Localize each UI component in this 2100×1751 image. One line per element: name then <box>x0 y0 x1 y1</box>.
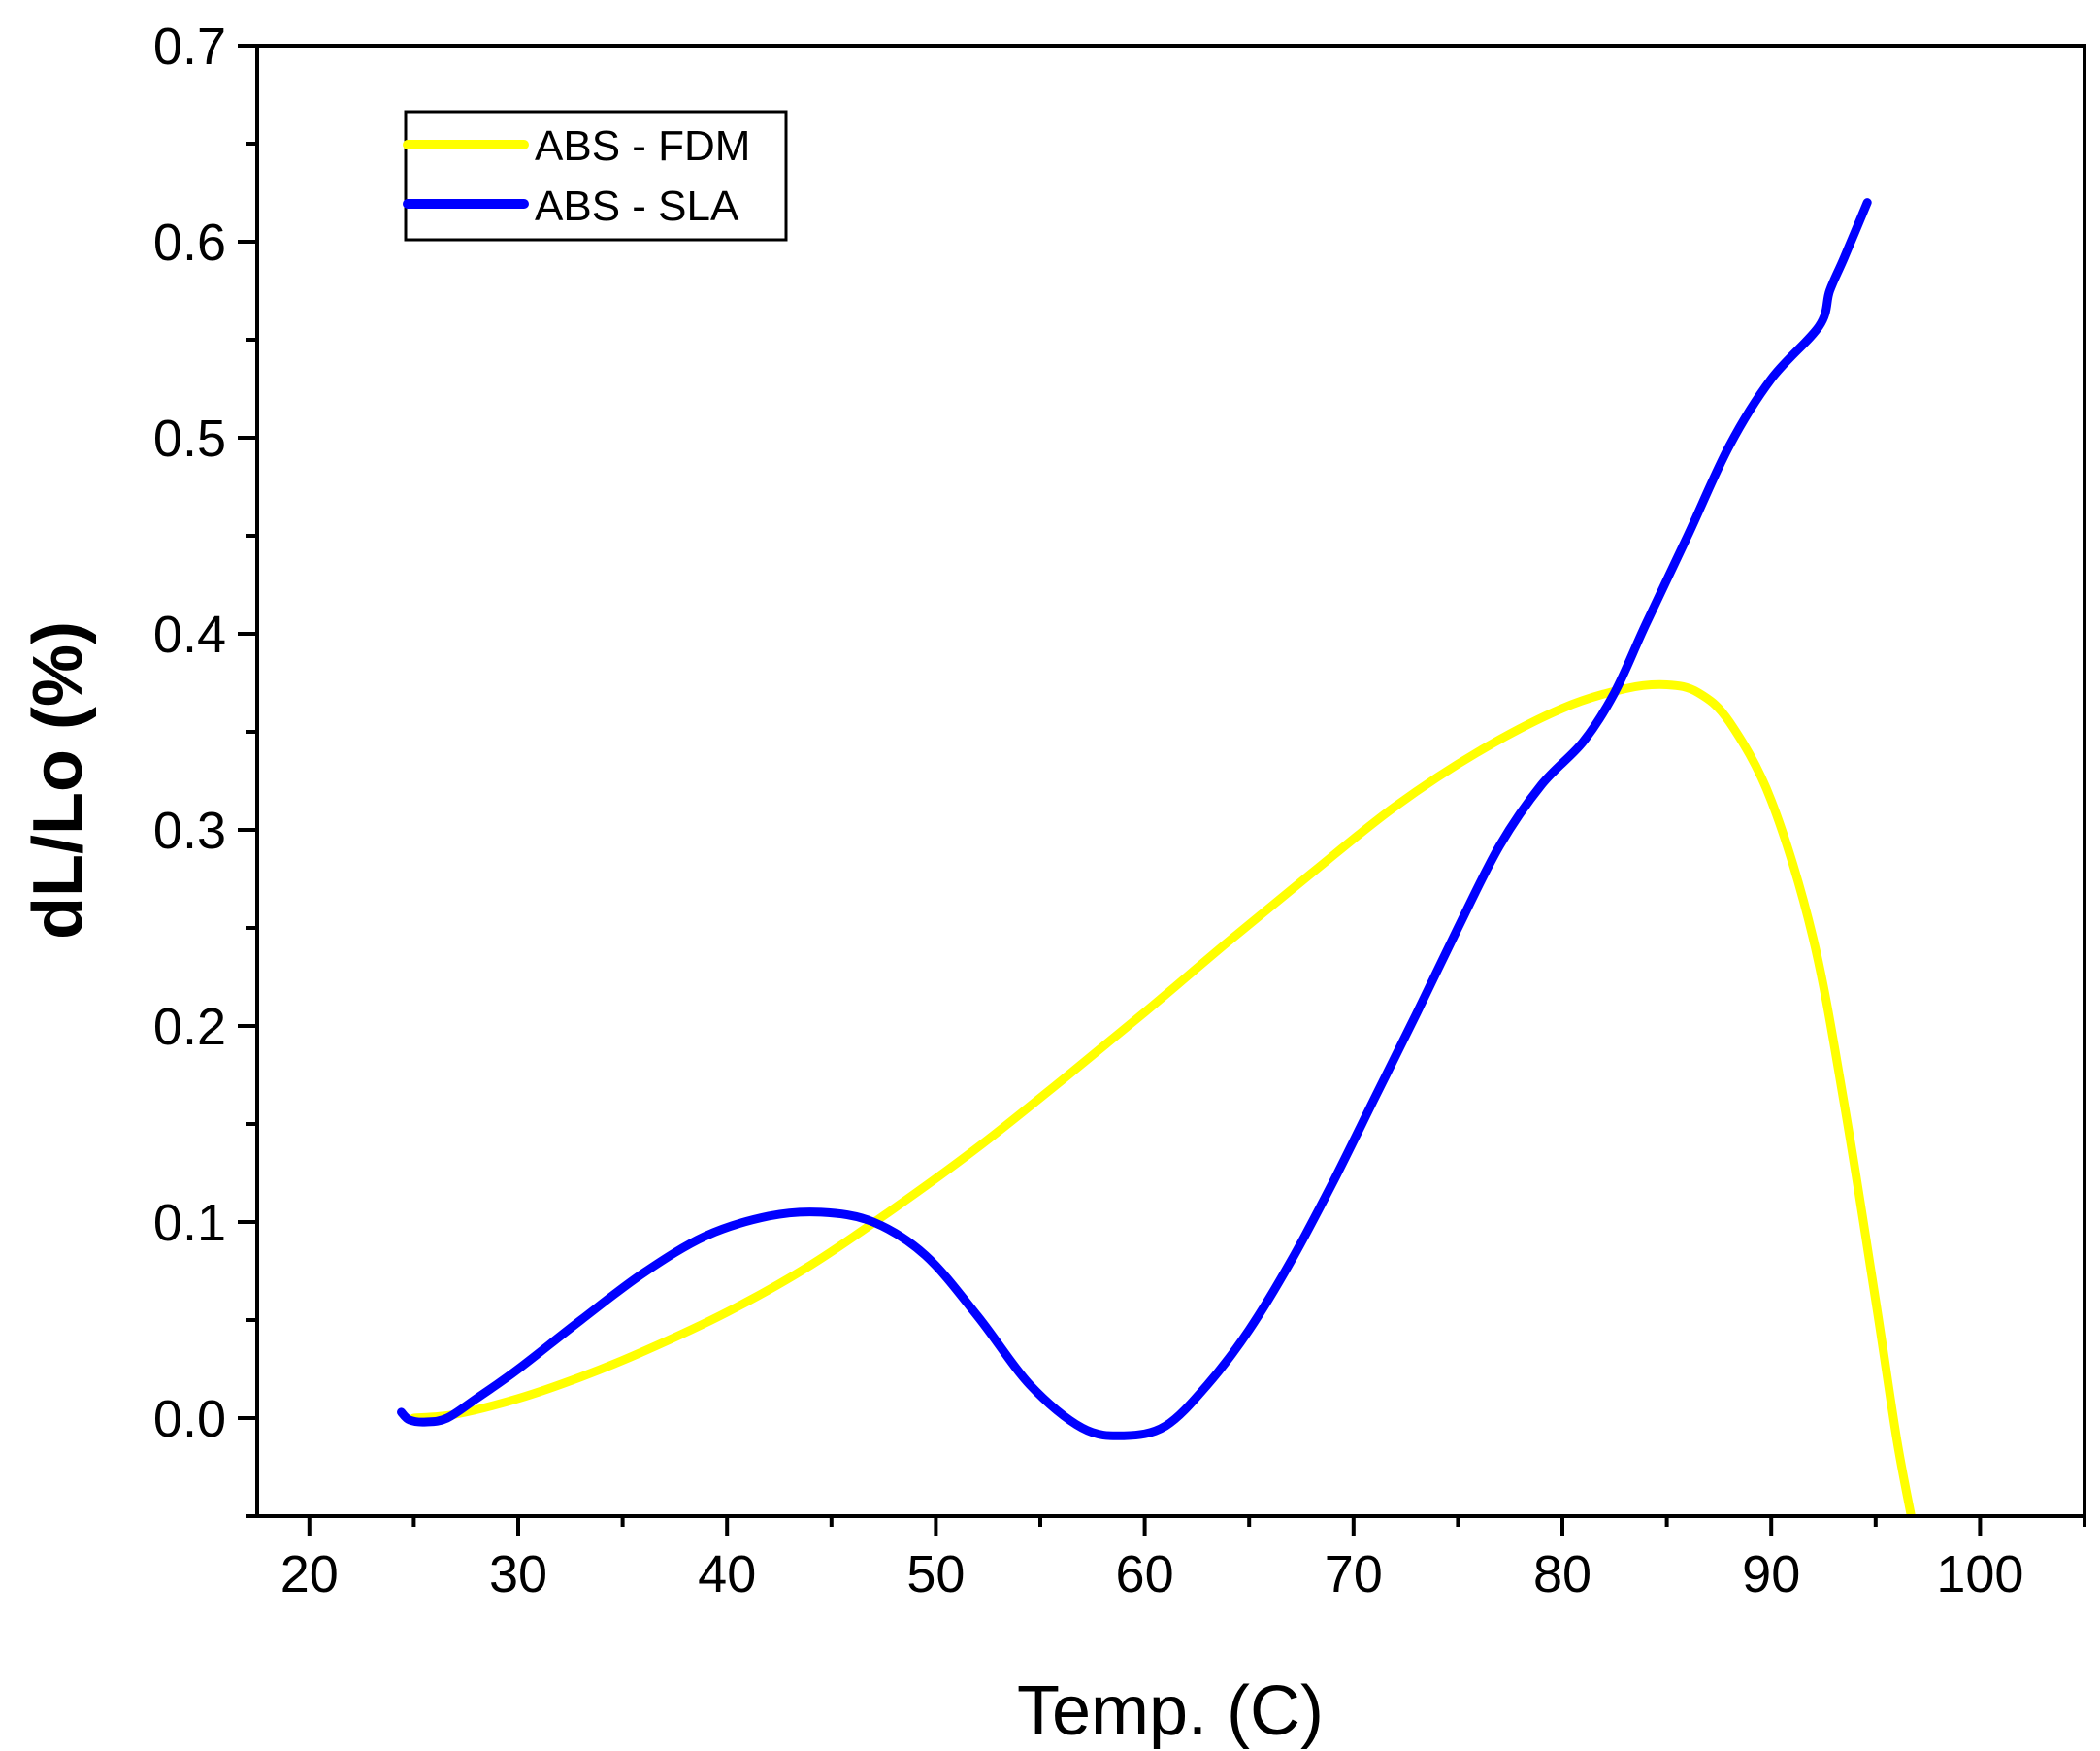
y-tick-label: 0.1 <box>153 1194 226 1252</box>
x-tick-label: 30 <box>489 1545 547 1603</box>
x-tick-label: 40 <box>698 1545 756 1603</box>
series-line-abs-sla <box>397 198 1872 1440</box>
x-tick-label: 20 <box>280 1545 339 1603</box>
y-tick-label: 0.5 <box>153 410 226 468</box>
legend-label-abs-sla: ABS - SLA <box>535 182 739 230</box>
x-tick-label: 50 <box>906 1545 965 1603</box>
y-tick-label: 0.4 <box>153 606 226 664</box>
x-axis-title: Temp. (C) <box>1017 1672 1324 1750</box>
x-tick-label: 80 <box>1533 1545 1591 1603</box>
x-tick-label: 70 <box>1325 1545 1383 1603</box>
x-tick-label: 100 <box>1936 1545 2023 1603</box>
x-tick-label: 90 <box>1742 1545 1800 1603</box>
y-tick-label: 0.2 <box>153 998 226 1056</box>
y-tick-label: 0.7 <box>153 17 226 76</box>
y-axis-ticks: 0.0 0.1 0.2 0.3 0.4 0.5 0.6 0.7 <box>153 17 257 1518</box>
legend: ABS - FDM ABS - SLA <box>403 110 788 242</box>
legend-label-abs-fdm: ABS - FDM <box>535 122 750 170</box>
legend-box <box>404 110 788 242</box>
plot-frame <box>255 44 2086 1518</box>
y-tick-label: 0.0 <box>153 1390 226 1448</box>
series-layer <box>397 198 1916 1516</box>
y-tick-label: 0.3 <box>153 802 226 860</box>
x-tick-label: 60 <box>1116 1545 1174 1603</box>
x-axis-ticks: 20 30 40 50 60 70 80 90 100 <box>280 1516 2086 1603</box>
y-tick-label: 0.6 <box>153 214 226 272</box>
y-axis-title: dL/Lo (%) <box>19 621 97 940</box>
series-line-abs-fdm <box>409 679 1916 1516</box>
